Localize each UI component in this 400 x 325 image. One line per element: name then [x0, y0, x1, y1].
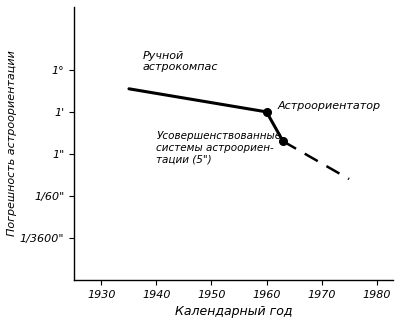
Text: Ручной
астрокомпас: Ручной астрокомпас	[143, 51, 218, 72]
Text: Астроориентатор: Астроориентатор	[278, 100, 381, 110]
Y-axis label: Погрешность астроориентации: Погрешность астроориентации	[7, 50, 17, 236]
Text: Усовершенствованные
системы астроориен-
тации (5"): Усовершенствованные системы астроориен- …	[156, 131, 282, 164]
X-axis label: Календарный год: Календарный год	[175, 305, 292, 318]
